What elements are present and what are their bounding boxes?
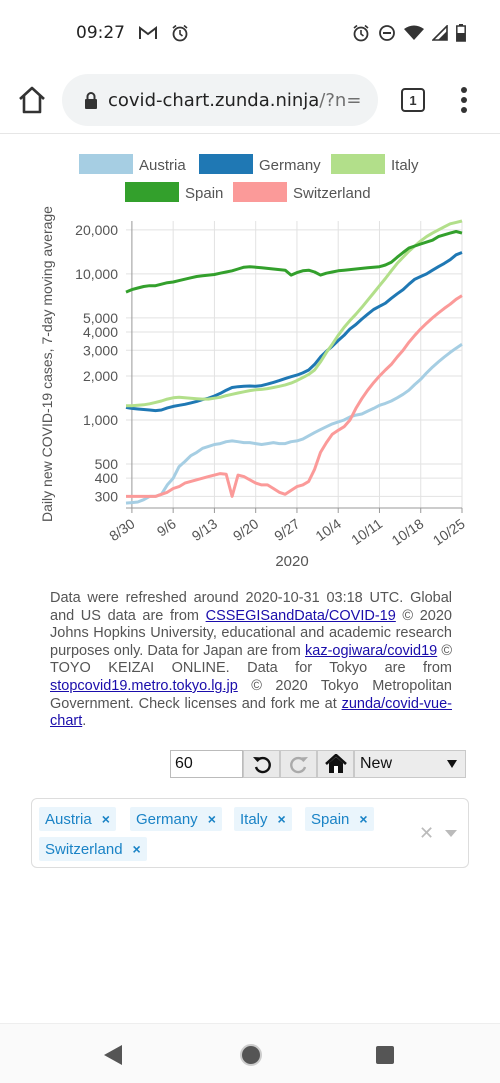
- home-icon: [324, 754, 347, 773]
- mode-select[interactable]: New: [354, 750, 466, 778]
- legend-label: Spain: [185, 185, 223, 202]
- link-csse[interactable]: CSSEGISandData/COVID-19: [205, 607, 396, 624]
- y-tick-label: 2,000: [83, 368, 118, 384]
- legend-label: Germany: [259, 157, 321, 174]
- signal-icon: [432, 25, 448, 41]
- more-menu-icon[interactable]: [456, 84, 472, 116]
- dropdown-caret-icon[interactable]: [445, 830, 457, 837]
- legend-swatch: [79, 154, 133, 174]
- y-tick-label: 3,000: [83, 342, 118, 358]
- home-circle-icon[interactable]: [238, 1042, 264, 1068]
- address-bar[interactable]: covid-chart.zunda.ninja/?n=: [62, 74, 378, 126]
- link-covid-vue-chart[interactable]: zunda/covid-vue-chart: [50, 695, 452, 730]
- y-tick-label: 1,000: [83, 412, 118, 428]
- x-tick-label: 9/20: [230, 515, 262, 544]
- status-bar: 09:27: [0, 0, 500, 66]
- attribution-part: © 2020 Johns Hopkins University, educati…: [50, 607, 452, 659]
- attribution-part: © 2020 Tokyo Metropolitan Government. Ch…: [50, 677, 452, 712]
- y-tick-label: 300: [95, 488, 119, 504]
- legend-label: Italy: [391, 157, 419, 174]
- legend-label: Austria: [139, 157, 186, 174]
- days-input[interactable]: [170, 750, 243, 778]
- country-tag-austria: Austria ×: [39, 807, 116, 831]
- remove-tag-icon[interactable]: ×: [277, 811, 286, 827]
- x-tick-label: 8/30: [106, 515, 138, 544]
- attribution-text: Data were refreshed around 2020-10-31 03…: [50, 590, 452, 731]
- status-time: 09:27: [76, 23, 125, 43]
- battery-icon: [456, 24, 466, 42]
- attribution-part: Data were refreshed around 2020-10-31 03…: [50, 590, 452, 624]
- tag-label: Austria: [45, 810, 92, 828]
- remove-tag-icon[interactable]: ×: [101, 811, 110, 827]
- y-axis-title: Daily new COVID-19 cases, 7-day moving a…: [39, 206, 55, 522]
- undo-icon: [252, 756, 271, 774]
- remove-tag-icon[interactable]: ×: [359, 811, 368, 827]
- remove-tag-icon[interactable]: ×: [132, 841, 141, 857]
- series-line-germany: [125, 251, 463, 413]
- x-tick-label: 9/6: [154, 515, 179, 539]
- back-icon[interactable]: [103, 1044, 123, 1066]
- link-stopcovid19[interactable]: stopcovid19.metro.tokyo.lg.jp: [50, 677, 238, 694]
- home-icon[interactable]: [16, 84, 48, 116]
- y-tick-label: 400: [95, 470, 119, 486]
- y-tick-label: 10,000: [75, 266, 118, 282]
- legend-swatch: [233, 182, 287, 202]
- y-tick-label: 5,000: [83, 310, 118, 326]
- attribution-part: .: [82, 713, 87, 730]
- caret-down-icon: [447, 760, 457, 768]
- url-text: covid-chart.zunda.ninja/?n=: [108, 90, 361, 111]
- url-path: /?n=: [319, 89, 362, 111]
- country-tag-switzerland: Switzerland ×: [39, 837, 147, 861]
- alarm-icon: [172, 24, 188, 42]
- y-tick-label: 500: [95, 456, 119, 472]
- series-line-switzerland: [126, 294, 463, 498]
- legend-swatch: [199, 154, 253, 174]
- x-tick-label: 10/4: [312, 515, 344, 544]
- home-reset-button[interactable]: [317, 750, 354, 778]
- wifi-icon: [404, 25, 424, 40]
- legend-label: Switzerland: [293, 185, 371, 202]
- tag-label: Spain: [311, 810, 350, 828]
- alarm-icon: [353, 24, 369, 42]
- browser-toolbar: covid-chart.zunda.ninja/?n= 1: [0, 66, 500, 134]
- url-host: covid-chart.zunda.ninja: [108, 89, 320, 111]
- series-line-italy: [126, 219, 463, 408]
- mode-select-value: New: [360, 755, 393, 772]
- attribution-part: © TOYO KEIZAI ONLINE. Data for Tokyo are…: [50, 642, 452, 677]
- country-multiselect[interactable]: Austria × Germany × Italy × Spain × Switzerl…: [31, 798, 469, 868]
- country-tag-spain: Spain ×: [305, 807, 374, 831]
- tab-switcher-button[interactable]: 1: [401, 88, 425, 112]
- country-tag-germany: Germany ×: [130, 807, 222, 831]
- x-tick-label: 9/27: [271, 515, 303, 544]
- remove-tag-icon[interactable]: ×: [207, 811, 216, 827]
- gmail-icon: [139, 26, 157, 39]
- link-kaz-ogiwara[interactable]: kaz-ogiwara/covid19: [305, 642, 438, 659]
- y-tick-label: 4,000: [83, 324, 118, 340]
- x-tick-label: 10/18: [389, 515, 427, 548]
- x-tick-label: 10/11: [348, 515, 385, 548]
- legend-swatch: [125, 182, 179, 202]
- series-line-austria: [125, 342, 463, 505]
- tag-label: Germany: [136, 810, 198, 828]
- y-tick-label: 20,000: [75, 222, 118, 238]
- redo-icon: [289, 756, 308, 774]
- x-tick-label: 10/25: [430, 515, 468, 548]
- x-axis-title: 2020: [275, 553, 308, 570]
- chart-controls: New: [170, 750, 466, 778]
- recents-icon[interactable]: [375, 1045, 395, 1065]
- clear-all-icon[interactable]: ✕: [419, 823, 435, 843]
- undo-button[interactable]: [243, 750, 280, 778]
- series-line-spain: [125, 230, 463, 294]
- redo-button[interactable]: [280, 750, 317, 778]
- tag-label: Switzerland: [45, 840, 123, 858]
- country-tag-italy: Italy ×: [234, 807, 292, 831]
- android-nav-bar: [0, 1023, 500, 1083]
- legend-swatch: [331, 154, 385, 174]
- tag-label: Italy: [240, 810, 268, 828]
- x-tick-label: 9/13: [189, 515, 221, 544]
- dnd-icon: [379, 25, 395, 41]
- lock-icon: [85, 91, 97, 109]
